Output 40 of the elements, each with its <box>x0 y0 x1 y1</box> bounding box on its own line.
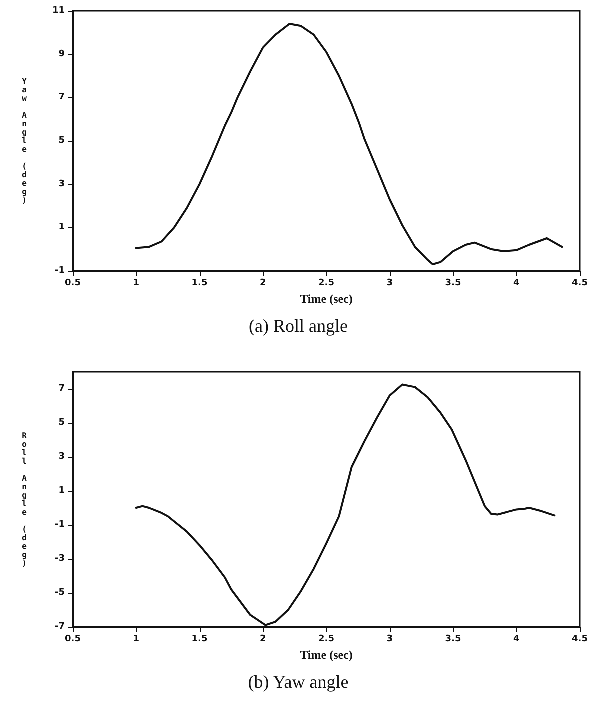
x-tick-label: 3.5 <box>445 634 462 644</box>
y-tick-label: 9 <box>58 49 65 60</box>
x-tick-label: 1 <box>133 634 140 644</box>
x-tick-label: 1.5 <box>192 278 208 288</box>
line-series <box>135 23 564 266</box>
x-tick-label: 2 <box>260 278 266 288</box>
x-tick-label: 4.5 <box>572 278 588 288</box>
y-tick-label: 1 <box>58 222 65 233</box>
y-tick-label: 5 <box>58 418 65 428</box>
y-tick-label: 7 <box>58 384 65 394</box>
text: (a) Roll angle <box>249 316 348 336</box>
y-tick-label: -5 <box>55 588 65 598</box>
x-tick-label: 2.5 <box>318 634 334 644</box>
y-tick-label: 3 <box>58 452 65 462</box>
text: Roll Angle (deg) <box>22 431 27 568</box>
x-tick-label: 2.5 <box>318 278 334 288</box>
x-tick-label: 4 <box>513 634 520 644</box>
x-axis-title: Time (sec) <box>300 648 353 662</box>
x-tick-label: 3 <box>386 278 394 288</box>
x-tick-label: 1 <box>133 278 140 288</box>
y-tick-label: -7 <box>55 622 65 632</box>
text: Yaw Angle (deg) <box>22 77 27 205</box>
y-tick-label: 11 <box>52 6 65 16</box>
x-tick-label: 0.5 <box>65 634 81 644</box>
x-tick-label: 1.5 <box>192 634 208 644</box>
y-tick-label: 7 <box>58 92 65 103</box>
y-tick-label: -1 <box>55 520 65 530</box>
y-tick-label: -3 <box>55 554 65 564</box>
x-tick-label: 3.5 <box>445 278 462 288</box>
x-tick-label: 4 <box>513 278 520 288</box>
x-tick-label: 3 <box>386 634 394 644</box>
y-tick-label: -1 <box>55 266 65 276</box>
x-tick-label: 2 <box>260 634 266 644</box>
x-tick-label: 0.5 <box>65 278 81 288</box>
text: (b) Yaw angle <box>248 672 349 692</box>
x-tick-label: 4.5 <box>572 634 588 644</box>
y-tick-label: 1 <box>58 486 65 496</box>
y-tick-label: 3 <box>58 179 65 190</box>
x-axis-title: Time (sec) <box>300 292 353 306</box>
y-tick-label: 5 <box>58 136 65 146</box>
